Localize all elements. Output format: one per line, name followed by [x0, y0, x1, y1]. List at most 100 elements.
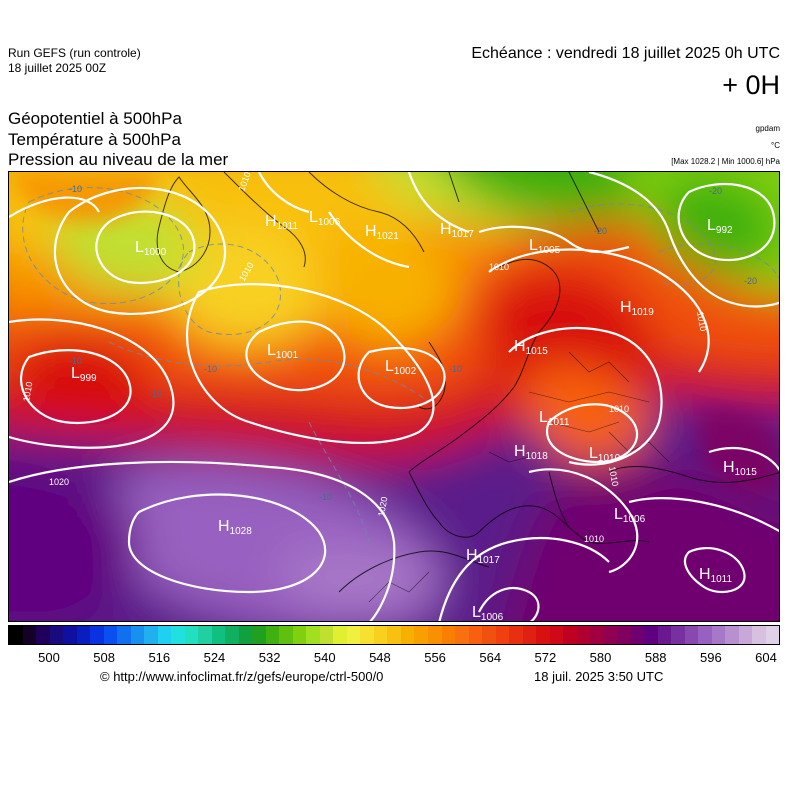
- color-scale-swatch: [738, 626, 753, 644]
- parameter-temperature: Température à 500hPa: [8, 130, 181, 149]
- color-scale-swatch: [36, 626, 50, 644]
- color-scale-swatch: [157, 626, 172, 644]
- color-scale-swatch: [617, 626, 631, 644]
- color-scale-swatch: [90, 626, 104, 644]
- parameter-pressure: Pression au niveau de la mer: [8, 150, 229, 169]
- pressure-center: H1019: [620, 299, 654, 318]
- color-scale-swatch: [373, 626, 388, 644]
- pressure-center: L1000: [135, 239, 167, 258]
- color-scale-tick: 516: [148, 650, 171, 665]
- map-field: 1020 1010 1010 1010 1010 1020 1010 1010 …: [9, 172, 779, 621]
- color-scale-tick: 508: [93, 650, 115, 665]
- isobar-label: 1010: [609, 404, 629, 414]
- temperature-label: -20: [744, 276, 757, 286]
- pressure-center: H1028: [218, 518, 252, 537]
- color-scale-swatch: [265, 626, 280, 644]
- borders: [368, 351, 670, 603]
- color-scale-swatch: [414, 626, 428, 644]
- color-scale-swatch: [76, 626, 91, 644]
- parameter-geopotential: Géopotentiel à 500hPa: [8, 109, 182, 128]
- pressure-center: H1011: [265, 213, 299, 232]
- temperature-label: -10: [69, 184, 82, 194]
- color-scale-swatch: [387, 626, 401, 644]
- color-scale-swatch: [144, 626, 158, 644]
- color-scale-swatch: [252, 626, 266, 644]
- color-scale-swatch: [441, 626, 456, 644]
- pressure-center: L1011: [539, 409, 570, 428]
- color-scale-swatch: [482, 626, 496, 644]
- isobar-label: 1010: [607, 466, 620, 487]
- isobar-label: 1010: [21, 381, 34, 402]
- color-scale-swatch: [279, 626, 293, 644]
- color-scale-swatch: [684, 626, 699, 644]
- pressure-center: H1011: [699, 566, 733, 585]
- color-scale-swatch: [563, 626, 577, 644]
- color-scale-swatch: [103, 626, 118, 644]
- temperature-label: -10: [69, 356, 82, 366]
- color-scale-swatch: [590, 626, 604, 644]
- pressure-center: L1010: [589, 445, 621, 464]
- color-scale-tick: 548: [369, 650, 391, 665]
- color-scale-swatch: [603, 626, 618, 644]
- color-scale-tick: 564: [479, 650, 502, 665]
- color-scale-swatch: [117, 626, 131, 644]
- color-scale-tick: 500: [38, 650, 60, 665]
- temperature-values: -10 -10 -20 -20 -10 -20 -10 -10 -10: [69, 184, 757, 502]
- color-scale-tick: 540: [313, 650, 336, 665]
- color-scale: [8, 625, 780, 645]
- pressure-center: H1015: [723, 459, 757, 478]
- pressure-center: H1017: [440, 221, 474, 240]
- run-date: 18 juillet 2025 00Z: [8, 61, 107, 75]
- color-scale-swatch: [765, 626, 780, 644]
- temperature-label: -10: [204, 364, 217, 374]
- color-scale-swatch: [9, 626, 23, 644]
- pressure-center: L1006: [614, 506, 646, 525]
- pressure-center: L1006: [472, 604, 504, 622]
- isobar-label: 1010: [584, 534, 604, 544]
- pressure-center: L1002: [385, 358, 417, 377]
- color-scale-swatch: [63, 626, 77, 644]
- color-scale-swatch: [427, 626, 442, 644]
- color-scale-swatch: [657, 626, 672, 644]
- color-scale-swatch: [455, 626, 469, 644]
- unit-temperature: °C: [771, 141, 780, 150]
- pressure-center: H1017: [466, 547, 500, 566]
- color-scale-swatch: [198, 626, 212, 644]
- temperature-label: -20: [594, 226, 607, 236]
- color-scale-swatch: [292, 626, 307, 644]
- color-scale-swatch: [711, 626, 726, 644]
- pressure-center: L1006: [309, 209, 341, 228]
- color-scale-swatch: [576, 626, 591, 644]
- color-scale-swatch: [549, 626, 564, 644]
- color-scale-swatch: [400, 626, 415, 644]
- color-scale-swatch: [671, 626, 685, 644]
- pressure-center: H1015: [514, 338, 548, 357]
- color-scale-swatch: [630, 626, 645, 644]
- isobar-label: 1010: [489, 262, 509, 272]
- pressure-center: H1021: [365, 223, 399, 242]
- temperature-label: -20: [709, 186, 722, 196]
- weather-map: 1020 1010 1010 1010 1010 1020 1010 1010 …: [8, 171, 780, 622]
- color-scale-ticks: 500 508 516 524 532 540 548 556 564 572 580 588 596 6…: [8, 650, 780, 666]
- color-scale-swatch: [725, 626, 739, 644]
- pressure-center: L1001: [267, 342, 299, 361]
- pressure-center: H1018: [514, 443, 548, 462]
- pressure-center: L999: [71, 365, 97, 384]
- color-scale-swatch: [22, 626, 37, 644]
- isobars: [9, 172, 779, 621]
- pressure-range: [Max 1028.2 | Min 1000.6] hPa: [671, 157, 780, 166]
- color-scale-swatch: [509, 626, 523, 644]
- color-scale-swatch: [333, 626, 347, 644]
- color-scale-swatch: [211, 626, 226, 644]
- isobar-label: 1010: [695, 311, 708, 332]
- isobar-values: 1020 1010 1010 1010 1010 1020 1010 1010 …: [21, 172, 708, 544]
- color-scale-swatch: [698, 626, 712, 644]
- color-scale-tick: 572: [534, 650, 557, 665]
- color-scale-tick: 604: [755, 650, 777, 665]
- pressure-center: L1005: [529, 237, 561, 256]
- color-scale-swatch: [238, 626, 253, 644]
- coastlines: [156, 172, 779, 593]
- color-scale-tick: 532: [258, 650, 281, 665]
- color-scale-swatch: [49, 626, 64, 644]
- color-scale-swatch: [644, 626, 658, 644]
